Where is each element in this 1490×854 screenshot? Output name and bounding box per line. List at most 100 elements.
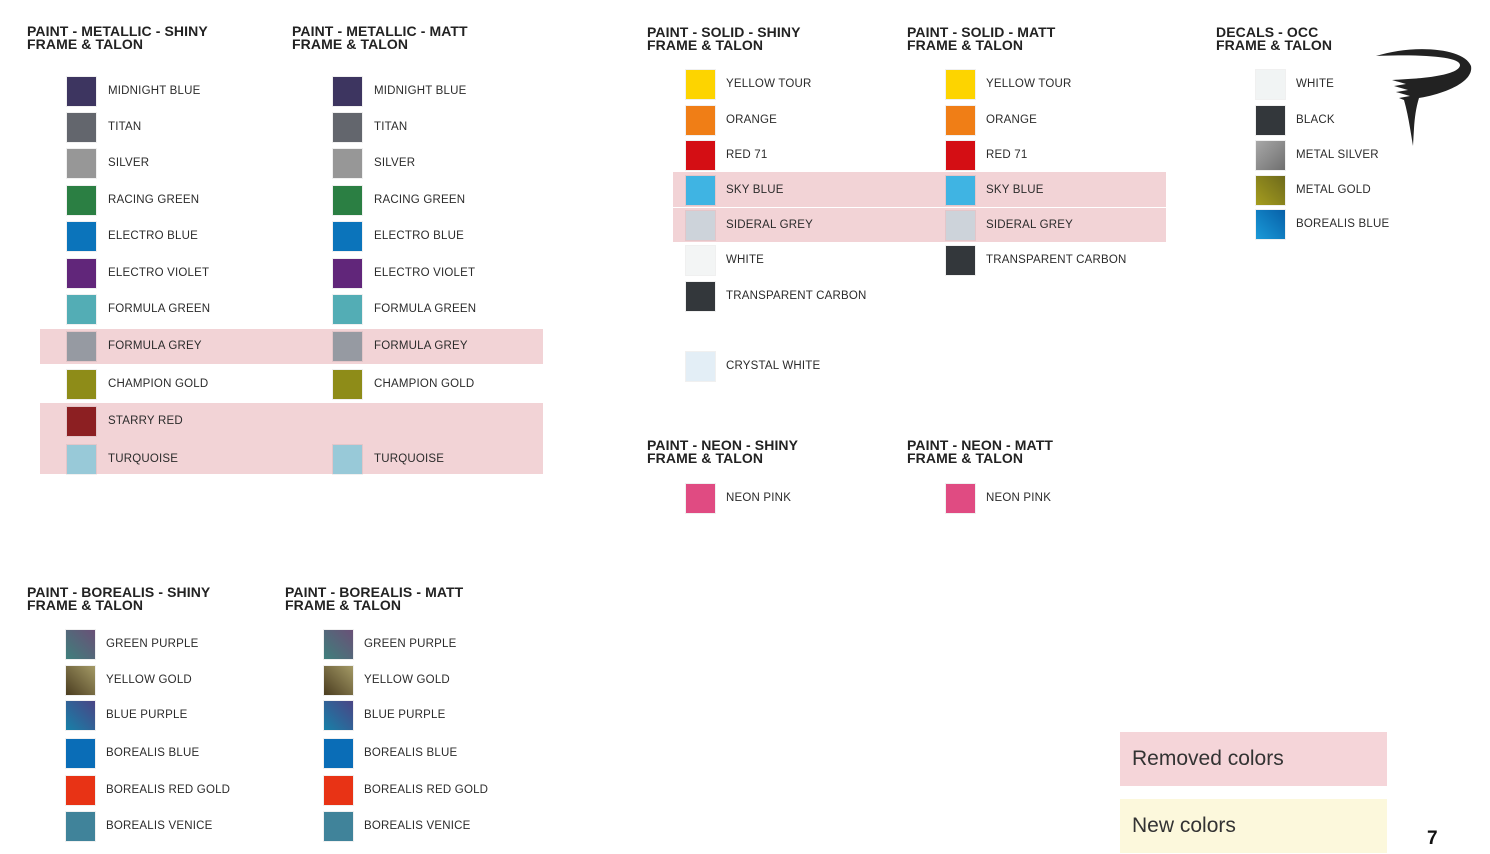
- color-swatch: [946, 106, 975, 135]
- section-title-line: PAINT - METALLIC - SHINY: [27, 23, 208, 39]
- brand-logo-icon: [1376, 49, 1472, 146]
- color-swatch: [1256, 176, 1285, 205]
- color-swatch: [946, 141, 975, 170]
- color-swatch: [66, 701, 95, 730]
- color-swatch: [324, 666, 353, 695]
- color-swatch: [333, 370, 362, 399]
- color-swatch: [686, 141, 715, 170]
- color-swatch: [67, 295, 96, 324]
- section-title-solid-shiny: PAINT - SOLID - SHINY FRAME & TALON: [647, 24, 801, 53]
- section-title-decals-occ: DECALS - OCC FRAME & TALON: [1216, 24, 1333, 53]
- color-label: FORMULA GREEN: [108, 303, 211, 315]
- color-swatch: [1256, 210, 1285, 239]
- color-label: TURQUOISE: [374, 453, 445, 465]
- color-swatch: [686, 70, 715, 99]
- color-label: BLACK: [1296, 114, 1335, 126]
- color-label: CHAMPION GOLD: [108, 378, 209, 390]
- color-swatch: [946, 211, 975, 240]
- section-title-neon-shiny: PAINT - NEON - SHINY FRAME & TALON: [647, 438, 798, 465]
- color-swatch: [946, 176, 975, 205]
- section-title-line: PAINT - METALLIC - MATT: [292, 23, 468, 39]
- color-swatch: [333, 332, 362, 361]
- color-swatch: [1256, 106, 1285, 135]
- color-label: SIDERAL GREY: [986, 219, 1073, 231]
- color-label: SILVER: [108, 157, 150, 169]
- color-label: BLUE PURPLE: [364, 709, 446, 721]
- color-label: BOREALIS VENICE: [364, 820, 471, 832]
- color-label: NEON PINK: [726, 492, 792, 504]
- color-swatch: [66, 666, 95, 695]
- legend-removed-colors: Removed colors: [1120, 732, 1387, 786]
- section-title-line: FRAME & TALON: [292, 36, 409, 52]
- section-title-line: PAINT - BOREALIS - MATT: [285, 584, 464, 600]
- color-swatch: [333, 77, 362, 106]
- color-label: SILVER: [374, 157, 416, 169]
- section-title-line: PAINT - SOLID - MATT: [907, 24, 1056, 40]
- color-label: TITAN: [374, 121, 408, 133]
- color-swatch: [333, 222, 362, 251]
- color-label: SKY BLUE: [726, 184, 784, 196]
- color-label: SIDERAL GREY: [726, 219, 813, 231]
- color-label: NEON PINK: [986, 492, 1052, 504]
- color-swatch: [333, 445, 362, 474]
- color-label: BOREALIS BLUE: [1296, 218, 1390, 230]
- color-label: GREEN PURPLE: [106, 638, 199, 650]
- color-label: BOREALIS BLUE: [364, 747, 458, 759]
- color-label: ORANGE: [726, 114, 778, 126]
- color-label: MIDNIGHT BLUE: [108, 85, 201, 97]
- color-label: FORMULA GREY: [108, 340, 202, 352]
- color-swatch: [67, 222, 96, 251]
- section-title-line: FRAME & TALON: [1216, 37, 1333, 53]
- color-swatch: [67, 407, 96, 436]
- color-swatch: [333, 149, 362, 178]
- color-label: WHITE: [726, 254, 765, 266]
- color-label: FORMULA GREEN: [374, 303, 477, 315]
- color-label: CHAMPION GOLD: [374, 378, 475, 390]
- color-label: FORMULA GREY: [374, 340, 468, 352]
- section-title-metallic-matt: PAINT - METALLIC - MATT FRAME & TALON: [292, 23, 468, 52]
- color-label: RACING GREEN: [108, 194, 200, 206]
- color-swatch: [946, 70, 975, 99]
- color-label: CRYSTAL WHITE: [726, 360, 821, 372]
- section-title-line: FRAME & TALON: [647, 37, 764, 53]
- color-swatch: [324, 630, 353, 659]
- section-title-line: DECALS - OCC: [1216, 24, 1319, 40]
- section-title-borealis-shiny: PAINT - BOREALIS - SHINY FRAME & TALON: [27, 585, 210, 612]
- color-swatch: [66, 739, 95, 768]
- legend-new-colors: New colors: [1120, 799, 1387, 853]
- color-swatch: [66, 776, 95, 805]
- section-title-borealis-matt: PAINT - BOREALIS - MATT FRAME & TALON: [285, 584, 464, 612]
- color-swatch: [686, 484, 715, 513]
- color-label: ELECTRO BLUE: [108, 230, 198, 242]
- color-swatch: [686, 246, 715, 275]
- color-label: TURQUOISE: [108, 453, 179, 465]
- color-swatch: [686, 282, 715, 311]
- color-swatch: [686, 106, 715, 135]
- section-title-line: PAINT - SOLID - SHINY: [647, 24, 801, 40]
- color-label: WHITE: [1296, 78, 1335, 90]
- color-swatch: [333, 113, 362, 142]
- color-label: YELLOW GOLD: [364, 674, 450, 686]
- color-label: TRANSPARENT CARBON: [986, 254, 1127, 266]
- color-label: METAL GOLD: [1296, 184, 1371, 196]
- color-label: ELECTRO BLUE: [374, 230, 464, 242]
- color-label: SKY BLUE: [986, 184, 1044, 196]
- color-label: RED 71: [726, 149, 768, 161]
- color-label: BOREALIS VENICE: [106, 820, 213, 832]
- removed-highlight: [40, 329, 543, 364]
- color-label: ELECTRO VIOLET: [374, 267, 476, 279]
- color-label: ORANGE: [986, 114, 1038, 126]
- color-swatch: [1256, 141, 1285, 170]
- color-label: RED 71: [986, 149, 1028, 161]
- color-label: BOREALIS RED GOLD: [364, 784, 489, 796]
- color-swatch: [333, 259, 362, 288]
- color-label: BOREALIS BLUE: [106, 747, 200, 759]
- page-number: 7: [1427, 828, 1438, 849]
- color-swatch: [67, 445, 96, 474]
- color-swatch: [66, 630, 95, 659]
- section-title-line: FRAME & TALON: [907, 37, 1024, 53]
- color-label: YELLOW GOLD: [106, 674, 192, 686]
- color-label: BLUE PURPLE: [106, 709, 188, 721]
- color-swatch: [333, 186, 362, 215]
